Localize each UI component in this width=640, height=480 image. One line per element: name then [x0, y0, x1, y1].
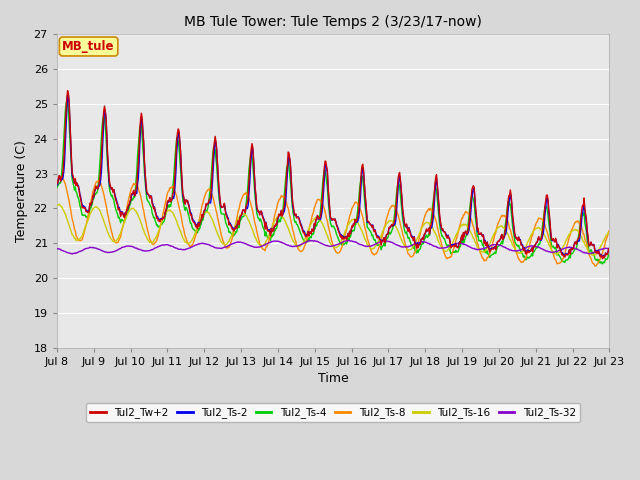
Text: MB_tule: MB_tule — [62, 40, 115, 53]
Legend: Tul2_Tw+2, Tul2_Ts-2, Tul2_Ts-4, Tul2_Ts-8, Tul2_Ts-16, Tul2_Ts-32: Tul2_Tw+2, Tul2_Ts-2, Tul2_Ts-4, Tul2_Ts… — [86, 403, 580, 422]
Y-axis label: Temperature (C): Temperature (C) — [15, 140, 28, 242]
Title: MB Tule Tower: Tule Temps 2 (3/23/17-now): MB Tule Tower: Tule Temps 2 (3/23/17-now… — [184, 15, 482, 29]
X-axis label: Time: Time — [318, 372, 349, 385]
